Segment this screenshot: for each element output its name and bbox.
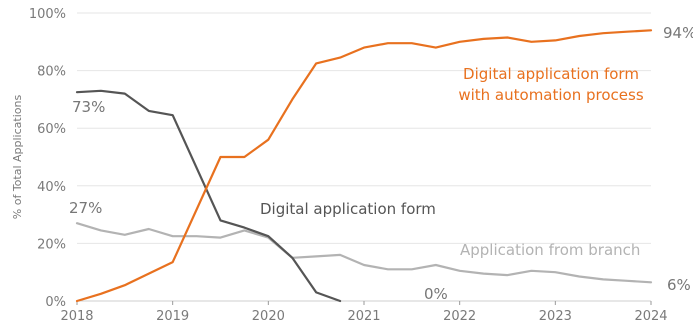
series-annotation: Application from branch xyxy=(460,241,640,259)
y-tick-label: 40% xyxy=(37,180,66,195)
y-axis-label: % of Total Applications xyxy=(11,95,24,220)
x-tick-label: 2018 xyxy=(60,309,93,324)
value-label: 94% xyxy=(663,24,693,42)
x-tick-label: 2021 xyxy=(347,309,380,324)
series-annotation: Digital application form xyxy=(260,200,436,218)
value-label: 27% xyxy=(69,199,102,217)
axes: 0% 20% 40% 60% 80% 100% 2018 2019 2020 2021 2022 20… xyxy=(29,7,668,324)
value-label: 73% xyxy=(72,98,105,116)
x-tick-label: 2020 xyxy=(252,309,285,324)
y-tick-label: 0% xyxy=(45,295,66,310)
series-annotation: Digital application form xyxy=(463,65,639,83)
x-tick-label: 2022 xyxy=(443,309,476,324)
x-tick-label: 2023 xyxy=(539,309,572,324)
series-line-1 xyxy=(75,89,342,303)
x-tick-label: 2019 xyxy=(156,309,189,324)
x-tick-label: 2024 xyxy=(634,309,667,324)
gridlines xyxy=(77,12,651,244)
y-tick-label: 80% xyxy=(37,65,66,80)
series xyxy=(75,29,653,303)
y-tick-label: 20% xyxy=(37,237,66,252)
y-tick-label: 60% xyxy=(37,122,66,137)
value-label: 0% xyxy=(424,285,448,303)
labels: Digital application form Application from… xyxy=(69,24,693,303)
value-label: 6% xyxy=(667,276,691,294)
series-annotation: with automation process xyxy=(458,86,643,104)
series-line-0 xyxy=(75,29,653,303)
series-line-2 xyxy=(75,222,653,284)
y-tick-label: 100% xyxy=(29,7,66,22)
